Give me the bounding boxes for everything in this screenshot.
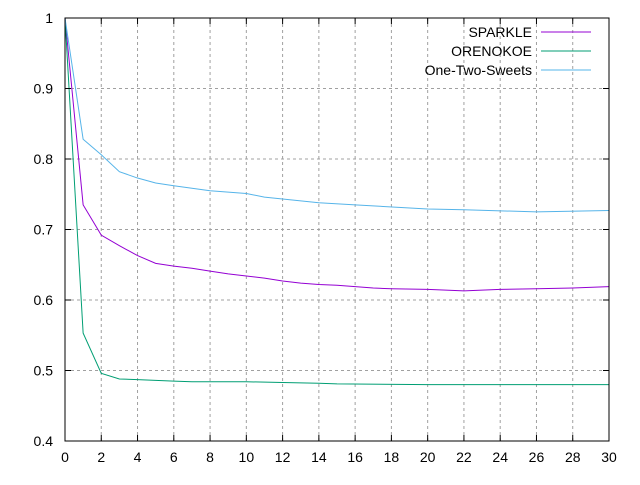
x-tick-label: 18 <box>384 449 400 465</box>
series-line-orenokoe <box>64 17 609 386</box>
series-line-sparkle <box>64 17 610 292</box>
y-tick-label: 0.7 <box>34 222 54 238</box>
series-line-one-two-sweets <box>64 17 610 213</box>
axis-ticks: 0 2 4 6 8 10 12 14 16 18 20 22 24 26 28 300.40.50.60.70… <box>34 10 617 465</box>
legend-label: One-Two-Sweets <box>425 62 532 78</box>
x-tick-label: 30 <box>601 449 617 465</box>
legend: SPARKLE ORENOKOE One-Two-Sweets <box>425 24 591 78</box>
x-tick-label: 22 <box>456 449 472 465</box>
x-tick-label: 24 <box>492 449 508 465</box>
x-tick-label: 26 <box>529 449 545 465</box>
x-tick-label: 20 <box>420 449 436 465</box>
legend-label: ORENOKOE <box>451 43 532 59</box>
x-tick-label: 12 <box>275 449 291 465</box>
x-tick-label: 2 <box>97 449 105 465</box>
x-tick-label: 0 <box>61 449 69 465</box>
legend-label: SPARKLE <box>468 24 532 40</box>
series-lines <box>64 17 610 386</box>
x-tick-label: 4 <box>134 449 142 465</box>
y-tick-label: 0.6 <box>34 292 54 308</box>
y-tick-label: 1 <box>45 10 53 26</box>
x-tick-label: 10 <box>239 449 255 465</box>
x-tick-label: 14 <box>311 449 327 465</box>
y-tick-label: 0.9 <box>34 81 54 97</box>
x-tick-label: 16 <box>347 449 363 465</box>
y-tick-label: 0.8 <box>34 151 54 167</box>
x-tick-label: 8 <box>206 449 214 465</box>
grid-lines <box>65 18 609 441</box>
y-tick-label: 0.5 <box>34 363 54 379</box>
x-tick-label: 6 <box>170 449 178 465</box>
x-tick-label: 28 <box>565 449 581 465</box>
y-tick-label: 0.4 <box>34 433 54 449</box>
